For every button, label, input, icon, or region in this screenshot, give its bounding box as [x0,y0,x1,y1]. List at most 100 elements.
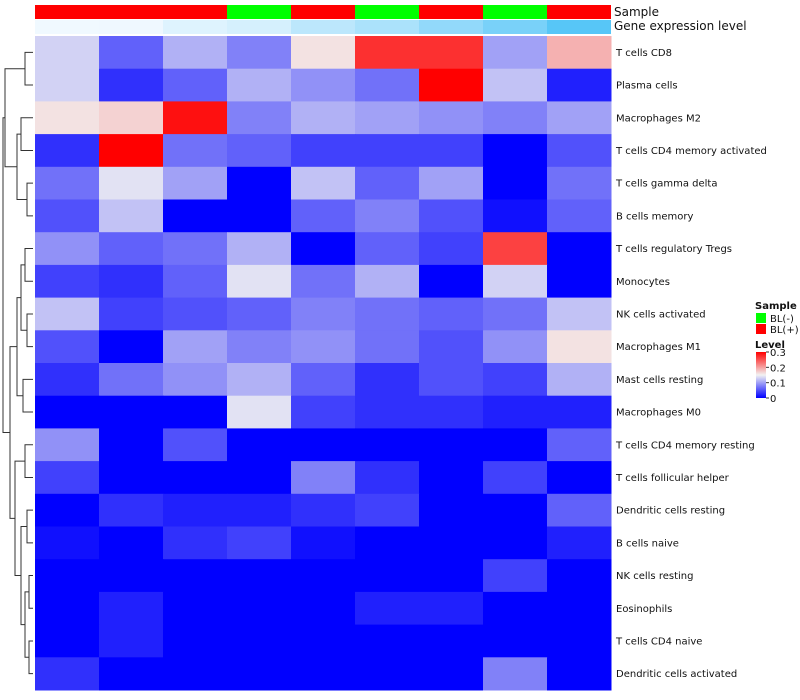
heatmap-cell [419,166,484,200]
row-label: T cells gamma delta [615,179,717,190]
heatmap-cell [483,428,548,462]
sample-annotation-cell [419,5,483,19]
heatmap-cell [35,199,100,233]
heatmap-cell [547,166,612,200]
sample-annotation-bar [35,5,611,19]
heatmap-cell [483,199,548,233]
heatmap-cell [483,232,548,266]
heatmap-cell [419,395,484,429]
heatmap-cell [547,395,612,429]
legend-tick-label: 0.2 [770,363,786,374]
heatmap-cell [291,461,356,495]
heatmap-cell [291,36,356,70]
dendrogram-branch [28,640,33,675]
heatmap-cell [163,232,228,266]
expression-annotation-cell [355,20,419,34]
heatmap-cell [483,657,548,691]
expression-annotation-cell [99,20,163,34]
heatmap-cell [227,363,292,397]
row-label: Dendritic cells activated [616,669,737,680]
heatmap-cell [483,101,548,135]
heatmap-cell [163,199,228,233]
dendrogram-branch [2,117,10,433]
heatmap-cell [35,461,100,495]
heatmap-cell [163,493,228,527]
heatmap-cell [291,363,356,397]
heatmap-cell [291,199,356,233]
heatmap-cell [99,330,164,364]
row-label: Macrophages M1 [616,342,701,353]
heatmap-cell [419,428,484,462]
heatmap-cell [35,395,100,429]
sample-annotation-cell [355,5,419,19]
expression-annotation-cell [419,20,483,34]
heatmap-cell [547,264,612,299]
heatmap-cell [419,264,484,299]
row-label: NK cells resting [616,571,693,582]
sample-annotation-cell [547,5,611,19]
heatmap-cell [419,526,484,560]
heatmap-cell [99,493,164,527]
heatmap-cell [547,199,612,233]
heatmap-cell [163,134,228,168]
row-label: B cells memory [616,211,693,222]
heatmap-cell [419,68,484,102]
legend-swatch [756,313,766,323]
heatmap-cell [419,330,484,364]
row-label: Monocytes [616,277,670,288]
heatmap-cell [99,461,164,495]
heatmap-cell [227,657,292,691]
dendrogram-branch [26,182,33,217]
heatmap-cell [163,395,228,429]
heatmap-cell [419,493,484,527]
heatmap-cell [99,36,164,70]
heatmap-cell [227,526,292,560]
heatmap-cell [227,559,292,593]
heatmap-cell [419,363,484,397]
heatmap-cell [99,134,164,168]
heatmap-cell [355,134,420,168]
heatmap-cell [99,264,164,299]
heatmap-cell [547,363,612,397]
heatmap-cell [483,363,548,397]
heatmap-cell [355,166,420,200]
heatmap-cell [419,624,484,658]
heatmap-cell [227,101,292,135]
heatmap-cell [355,297,420,331]
dendrogram-branch [20,117,33,151]
sample-annotation-title: Sample [614,5,659,19]
heatmap-cell [35,330,100,364]
heatmap-cell [291,624,356,658]
row-label: Macrophages M0 [616,408,701,419]
heatmap-cell [291,493,356,527]
heatmap-cell [227,134,292,168]
expression-annotation-cell [35,20,99,34]
heatmap-cell [227,395,292,429]
heatmap-cell [547,297,612,331]
heatmap-cell [483,395,548,429]
heatmap-cell [163,428,228,462]
sample-annotation-cell [163,5,227,19]
sample-annotation-cell [227,5,291,19]
heatmap-cells [35,36,612,691]
heatmap-cell [291,591,356,626]
heatmap-cell [163,363,228,397]
row-label: T cells follicular helper [615,473,730,484]
heatmap-cell [483,264,548,299]
heatmap-cell [291,166,356,200]
heatmap-cell [35,363,100,397]
heatmap-cell [291,330,356,364]
heatmap-cell [355,232,420,266]
legend-sample-title: Sample [755,301,797,312]
heatmap-cell [99,68,164,102]
heatmap-cell [547,36,612,70]
heatmap-cell [355,526,420,560]
heatmap-cell [163,297,228,331]
row-label: T cells CD4 naive [615,636,702,647]
heatmap-cell [227,461,292,495]
heatmap-cell [483,134,548,168]
sample-annotation-cell [483,5,547,19]
heatmap-cell [227,493,292,527]
heatmap-cell [99,232,164,266]
heatmap-cell [163,166,228,200]
